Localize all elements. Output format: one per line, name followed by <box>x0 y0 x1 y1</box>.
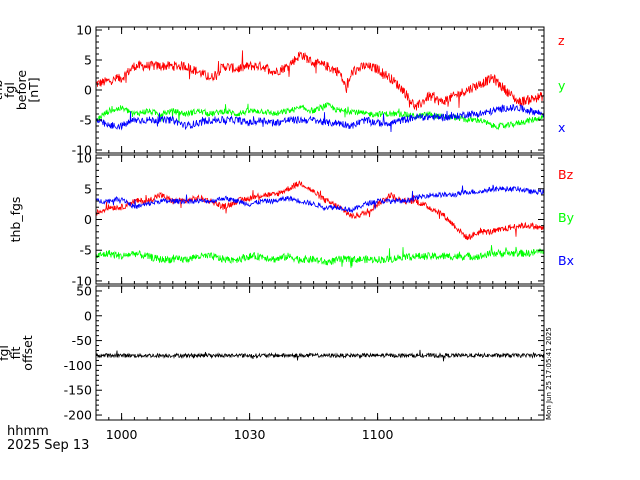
legend-label-bx: Bx <box>558 253 574 268</box>
series-line-y <box>96 102 544 131</box>
y-tick-label: -10 <box>72 143 92 158</box>
x-tick-label: 1000 <box>106 427 138 442</box>
y-tick-label: 10 <box>76 23 92 38</box>
y-tick-label: 0 <box>84 212 92 227</box>
time-format-label: hhmm <box>7 424 49 439</box>
y-axis-label-line: thb <box>0 80 5 101</box>
time-axis: 1000 1030 1100 <box>106 427 394 442</box>
y-tick-label: 50 <box>76 283 92 298</box>
legend-label-x: x <box>558 120 565 135</box>
legend-label-z: z <box>558 33 565 48</box>
y-tick-label: 10 <box>76 151 92 166</box>
y-axis-label-line: fit <box>8 347 23 360</box>
y-tick-label: -100 <box>64 358 92 373</box>
y-tick-label: -200 <box>64 408 92 423</box>
panel-frame <box>95 26 545 154</box>
x-tick-label: 1100 <box>362 427 394 442</box>
y-tick-label: 0 <box>84 308 92 323</box>
y-axis-label-line: before <box>14 70 29 111</box>
date-label: 2025 Sep 13 <box>7 438 90 453</box>
y-axis-label-line: thb_fgs <box>8 197 23 243</box>
legend-label-y: y <box>558 78 566 93</box>
legend-label-bz: Bz <box>558 167 574 182</box>
y-tick-label: 5 <box>84 181 92 196</box>
series-line-bz <box>96 180 544 241</box>
y-axis-label-line: fgl <box>0 345 11 361</box>
timestamp-label: Mon Jun 25 17:05:41 2025 <box>545 327 553 420</box>
series-line-x <box>96 103 544 133</box>
y-tick-label: -50 <box>72 333 92 348</box>
y-axis-label-line: offset <box>20 335 35 370</box>
y-axis-label-line: fgl <box>2 82 17 98</box>
y-tick-label: -5 <box>80 243 92 258</box>
series-line-by <box>96 245 544 268</box>
y-axis-label-line: [nT] <box>26 77 41 102</box>
legend-label-by: By <box>558 210 575 225</box>
series-line-offset <box>96 349 544 362</box>
y-tick-label: 5 <box>84 53 92 68</box>
panel-thb-fgs: Bz By Bx 10 5 0 -5 -10 thb_fgs <box>8 151 575 289</box>
y-axis-label: thb_fgs <box>8 197 23 243</box>
panel-frame <box>95 285 545 421</box>
series-line-bx <box>96 184 544 214</box>
y-tick-label: -5 <box>80 113 92 128</box>
y-tick-label: -10 <box>72 273 92 288</box>
y-tick-label: -150 <box>64 383 92 398</box>
y-tick-label: 0 <box>84 83 92 98</box>
series-line-z <box>96 50 544 111</box>
panel-frame <box>95 154 545 285</box>
x-tick-label: 1030 <box>234 427 266 442</box>
